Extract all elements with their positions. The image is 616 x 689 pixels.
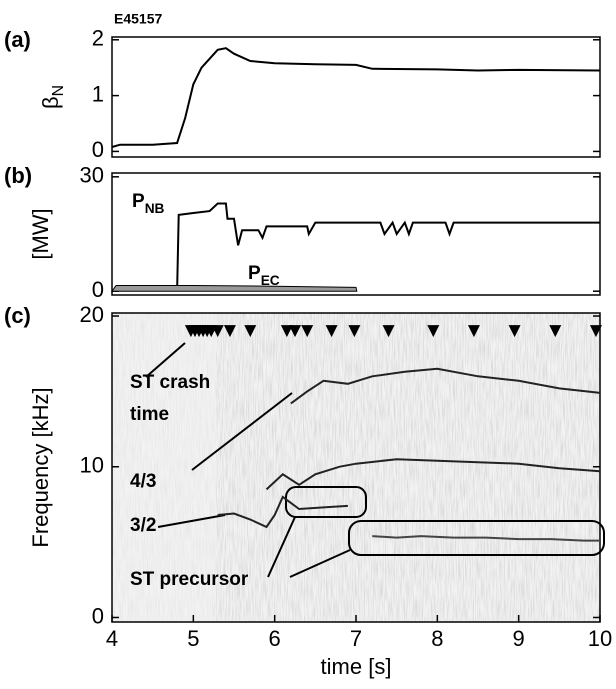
x-tick-label: 10 (588, 626, 612, 651)
annotation-lines (145, 342, 351, 578)
line (111, 47, 601, 148)
crash-marker (348, 325, 361, 338)
crash-marker (589, 325, 602, 338)
plot-frame (111, 172, 601, 296)
y-tick-label: 2 (92, 26, 104, 51)
panel-label: (b) (4, 163, 32, 188)
panel-label: (a) (4, 27, 31, 52)
y-tick-label: 20 (80, 302, 104, 327)
crash-marker (549, 325, 562, 338)
line (372, 535, 600, 542)
crash-marker (467, 325, 480, 338)
x-tick-label: 5 (187, 626, 199, 651)
annotation-main: 3/2 (130, 515, 156, 536)
y-axis-label-sub: N (50, 85, 67, 96)
highlight-box (285, 486, 367, 518)
highlight-box (348, 520, 605, 556)
annotation: 3/2 (130, 515, 156, 536)
y-axis-label: Frequency [kHz] (28, 387, 53, 547)
x-tick-label: 8 (431, 626, 443, 651)
y-axis-label-main: Frequency [kHz] (28, 387, 53, 547)
x-tick-label: 7 (350, 626, 362, 651)
y-axis-label-main: [MW] (28, 208, 53, 259)
y-axis-label-main: β (38, 96, 63, 109)
x-tick-label: 9 (513, 626, 525, 651)
line (217, 495, 348, 529)
spectrogram-noise (112, 313, 216, 622)
annotation-sub: NB (145, 201, 165, 216)
panel-label: (c) (4, 303, 31, 328)
y-tick-label: 10 (80, 453, 104, 478)
y-axis-label: [MW] (28, 208, 53, 259)
y-tick-label: 30 (80, 163, 104, 188)
crash-marker (301, 325, 314, 338)
annotation-main: ST crash (130, 372, 210, 393)
annotation-main: ST precursor (130, 569, 249, 590)
y-tick-label: 0 (92, 137, 104, 162)
annotation-main: 4/3 (130, 471, 156, 492)
y-axis-label: βN (38, 85, 67, 109)
crash-marker (211, 325, 224, 338)
x-tick-label: 4 (106, 626, 118, 651)
crash-marker (325, 325, 338, 338)
y-tick-label: 1 (92, 81, 104, 106)
annotation-main: time (130, 404, 169, 425)
spectrogram-noise (216, 313, 600, 622)
crash-marker (508, 325, 521, 338)
annotation: PNB (132, 191, 165, 216)
crash-marker (427, 325, 440, 338)
annotation: ST crash (130, 372, 210, 393)
area (111, 285, 358, 292)
line (176, 202, 600, 292)
annotation: 4/3 (130, 471, 156, 492)
crash-marker (280, 325, 293, 338)
annotation-main: P (132, 191, 145, 212)
annotation-main: P (248, 263, 261, 284)
x-tick-label: 6 (269, 626, 281, 651)
crash-marker (244, 325, 257, 338)
y-tick-label: 0 (92, 603, 104, 628)
line (265, 458, 601, 491)
annotation: PEC (248, 263, 280, 288)
annotation: time (130, 404, 169, 425)
line (290, 367, 601, 405)
crash-marker (382, 325, 395, 338)
chart-title: E45157 (114, 11, 162, 27)
y-tick-label: 0 (92, 277, 104, 302)
plot-frame (111, 36, 601, 158)
x-axis-label: time [s] (321, 654, 392, 679)
annotation-sub: EC (261, 273, 280, 288)
crash-marker (289, 325, 301, 338)
annotation: ST precursor (130, 569, 249, 590)
crash-marker (223, 325, 236, 338)
